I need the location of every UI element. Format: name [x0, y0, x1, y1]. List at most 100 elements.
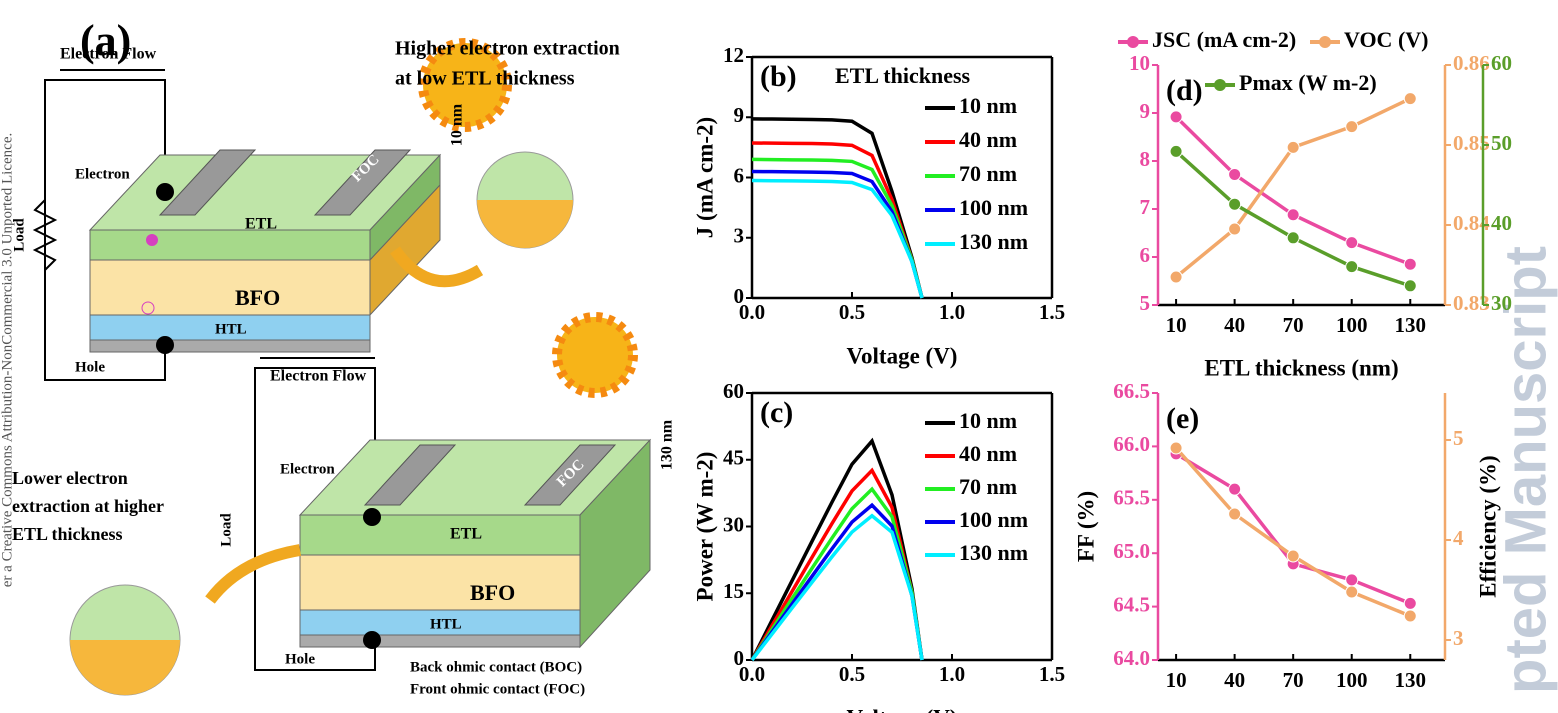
y-tick-label: 66.0 [1113, 432, 1150, 456]
y-tick-label: 60 [723, 379, 744, 403]
legend-label: 10 nm [959, 93, 1017, 118]
contact [363, 631, 381, 649]
legend-marker [1127, 36, 1139, 48]
marker [1287, 141, 1299, 153]
x-tick-label: 130 [1395, 668, 1427, 692]
x-tick-label: 1.5 [1039, 300, 1065, 324]
panel-label: (e) [1166, 402, 1199, 435]
marker [1229, 168, 1241, 180]
boc [300, 635, 580, 647]
marker [1346, 237, 1358, 249]
headline: at low ETL thickness [395, 68, 575, 90]
x-tick-label: 1.5 [1039, 662, 1065, 686]
y-axis-title: Power (W m-2) [692, 452, 717, 602]
marker [1404, 597, 1416, 609]
marker [1346, 586, 1358, 598]
x-tick-label: 70 [1283, 668, 1304, 692]
panel-label: (d) [1166, 74, 1203, 107]
y-tick-label: 45 [723, 446, 744, 470]
legend-label: 70 nm [959, 161, 1017, 186]
legend-label: 40 nm [959, 441, 1017, 466]
y-tick-label: 7 [1140, 195, 1151, 219]
x-axis-title: Voltage (V) [847, 705, 958, 713]
bfo [300, 555, 580, 610]
label: Load [218, 513, 234, 547]
y-tick-label: 0.84 [1453, 211, 1490, 235]
marker [1287, 209, 1299, 221]
marker [1404, 93, 1416, 105]
x-axis-title: Voltage (V) [847, 343, 958, 368]
note: Back ohmic contact (BOC) [410, 659, 582, 675]
headline: Lower electron [12, 468, 128, 488]
y-tick-label: 6 [1140, 243, 1151, 267]
y-tick-label: 4 [1453, 526, 1464, 550]
marker [1346, 121, 1358, 133]
marker [1287, 232, 1299, 244]
contact [156, 336, 174, 354]
marker [1170, 271, 1182, 283]
y-tick-label: 12 [723, 43, 744, 67]
label: Load [11, 218, 27, 252]
x-tick-label: 40 [1224, 313, 1245, 337]
label: 10 nm [449, 103, 466, 146]
etl [300, 515, 580, 555]
y-tick-label: 64.5 [1113, 592, 1150, 616]
watermark: er a Creative Commons Attribution-NonCom… [0, 133, 15, 587]
marker [1170, 442, 1182, 454]
y-tick-label: 8 [1140, 147, 1151, 171]
y-axis-title: J (mA cm-2) [692, 117, 717, 238]
y-tick-label: 30 [1491, 291, 1512, 315]
bfo [90, 260, 370, 315]
y-tick-label: 9 [734, 103, 745, 127]
legend-title: ETL thickness [835, 63, 971, 88]
legend-label: 100 nm [959, 195, 1028, 220]
label: Electron Flow [270, 368, 367, 385]
zoom [477, 200, 573, 248]
x-tick-label: 0.5 [839, 662, 865, 686]
x-tick-label: 0.5 [839, 300, 865, 324]
note: Front ohmic contact (FOC) [410, 681, 585, 697]
marker [1346, 261, 1358, 273]
legend-marker [1319, 36, 1331, 48]
headline: extraction at higher [12, 496, 164, 516]
y-tick-label: 65.5 [1113, 486, 1150, 510]
x-tick-label: 1.0 [939, 662, 965, 686]
label: Electron Flow [60, 46, 157, 63]
y-tick-label: 50 [1491, 131, 1512, 155]
legend-label: 10 nm [959, 408, 1017, 433]
label: HTL [430, 616, 462, 632]
y-tick-label: 60 [1491, 51, 1512, 75]
y-tick-label: 9 [1140, 99, 1151, 123]
marker [1404, 280, 1416, 292]
marker [1229, 223, 1241, 235]
contact [156, 183, 174, 201]
y-tick-label: 3 [1453, 626, 1464, 650]
legend-marker [1214, 79, 1226, 91]
label: ETL [450, 526, 482, 543]
legend-label: 70 nm [959, 474, 1017, 499]
x-axis-title: ETL thickness (nm) [1204, 355, 1398, 380]
label: Electron [280, 461, 335, 477]
zoom [70, 640, 180, 695]
series-line [752, 470, 922, 660]
marker [1229, 198, 1241, 210]
marker [1346, 574, 1358, 586]
marker [1229, 483, 1241, 495]
x-tick-label: 130 [1395, 313, 1427, 337]
series-line [752, 171, 922, 298]
sun [557, 317, 633, 393]
x-tick-label: 40 [1224, 668, 1245, 692]
headline: Higher electron extraction [395, 38, 620, 60]
y-axis-title: FF (%) [1073, 491, 1098, 562]
legend-label: 100 nm [959, 507, 1028, 532]
y-tick-label: 6 [734, 163, 745, 187]
y-tick-label: 5 [1453, 426, 1464, 450]
marker [1287, 550, 1299, 562]
label: Hole [75, 359, 105, 375]
x-tick-label: 0.0 [739, 662, 765, 686]
marker [1170, 145, 1182, 157]
boc [90, 340, 370, 352]
y-tick-label: 15 [723, 579, 744, 603]
legend-label: Pmax (W m-2) [1239, 70, 1377, 95]
marker [1404, 258, 1416, 270]
